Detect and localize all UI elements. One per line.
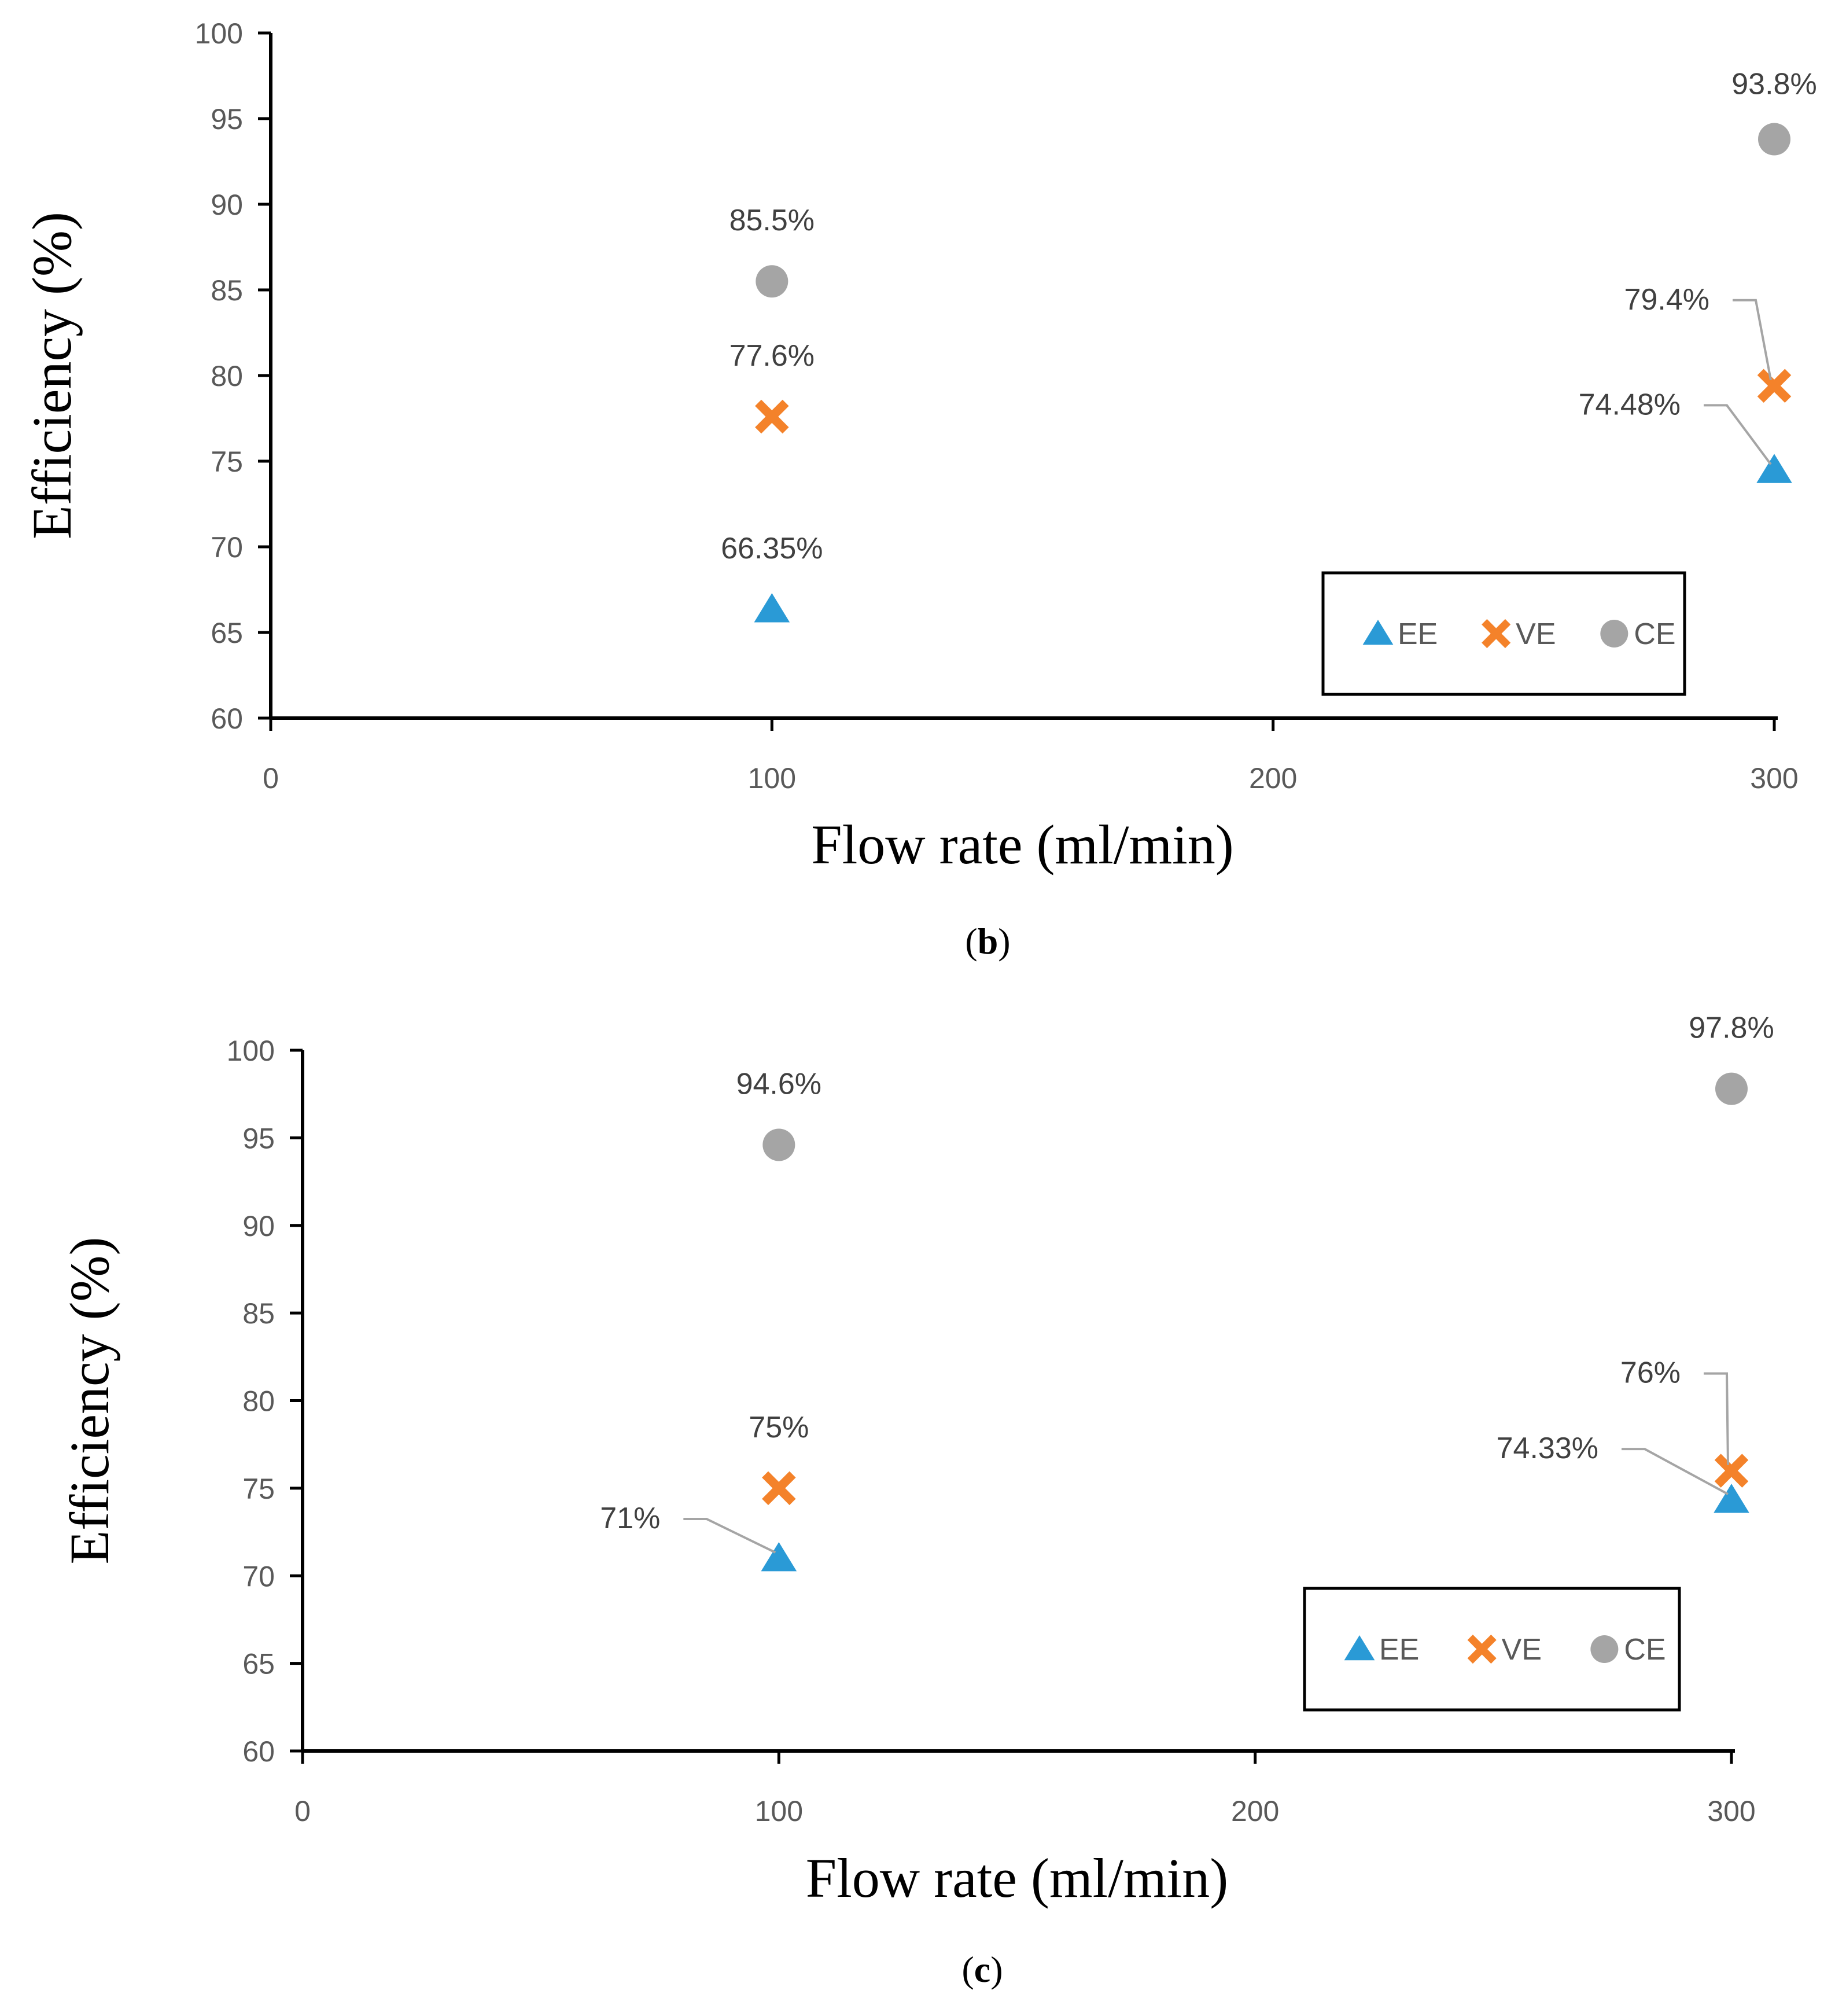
y-axis-title: Efficiency (%)	[21, 212, 83, 539]
legend-marker-ve-stroke-b	[1482, 619, 1511, 649]
point-ve-1-stroke-b	[1757, 369, 1792, 403]
x-tick-label: 300	[1750, 762, 1798, 794]
x-axis-title: Flow rate (ml/min)	[811, 814, 1234, 875]
point-ce-1	[1715, 1072, 1748, 1105]
y-tick-label: 65	[211, 617, 243, 649]
legend-marker-ce	[1600, 620, 1628, 648]
legend-label-ee: EE	[1379, 1633, 1419, 1666]
y-tick-label: 85	[211, 274, 243, 307]
x-axis-title: Flow rate (ml/min)	[806, 1847, 1229, 1909]
y-tick-label: 100	[195, 17, 243, 50]
data-label: 97.8%	[1689, 1011, 1774, 1045]
data-label-leader	[1704, 1372, 1729, 1465]
data-label: 74.48%	[1579, 388, 1681, 421]
y-tick-label: 65	[242, 1648, 275, 1680]
caption-letter: b	[978, 921, 998, 962]
point-ee-1	[1756, 454, 1792, 483]
legend-label-ve: VE	[1516, 617, 1556, 651]
point-ve-1	[1757, 369, 1792, 403]
y-tick-label: 75	[211, 446, 243, 478]
chart-panel-b: 60 65 70 75 80 85 90 95 100 0 100 200 300 Flow rate (…	[21, 17, 1817, 962]
point-ee-0	[761, 1542, 797, 1572]
x-tick-label: 100	[748, 762, 796, 794]
legend-label-ce: CE	[1624, 1633, 1666, 1666]
point-ve-0	[762, 1471, 796, 1506]
y-tick-label: 60	[242, 1735, 275, 1768]
y-axis-title: Efficiency (%)	[58, 1237, 120, 1565]
point-ee-1	[1714, 1484, 1749, 1513]
point-ce-1	[1758, 123, 1790, 156]
caption-letter: c	[974, 1949, 990, 1990]
y-tick-label: 85	[242, 1297, 275, 1330]
x-tick-label: 0	[294, 1795, 311, 1827]
y-tick-label: 60	[211, 702, 243, 735]
data-label: 76%	[1620, 1356, 1681, 1390]
legend-marker-ve	[1467, 1634, 1497, 1664]
legend-label-ee: EE	[1398, 617, 1438, 651]
x-tick-label: 0	[263, 762, 279, 794]
point-ce-0	[756, 265, 788, 298]
data-label: 94.6%	[736, 1067, 821, 1101]
panel-caption: (b)	[965, 921, 1010, 962]
y-tick-label: 95	[211, 103, 243, 135]
data-label: 71%	[600, 1502, 660, 1535]
legend-marker-ce	[1590, 1635, 1619, 1663]
legend-marker-ee	[1362, 620, 1394, 645]
y-tick-label: 70	[242, 1560, 275, 1592]
data-label: 93.8%	[1731, 68, 1816, 101]
legend: EE VE CE	[1303, 1587, 1681, 1712]
x-tick-label: 300	[1707, 1795, 1755, 1827]
data-label: 77.6%	[729, 339, 815, 373]
data-label: 74.33%	[1497, 1432, 1598, 1465]
y-tick-label: 80	[211, 360, 243, 392]
y-tick-label: 100	[227, 1035, 275, 1067]
y-tick-label: 70	[211, 531, 243, 564]
panel-caption: (c)	[961, 1949, 1003, 1990]
x-tick-label: 200	[1231, 1795, 1279, 1827]
point-ce-0	[762, 1128, 795, 1161]
y-tick-label: 90	[242, 1210, 275, 1242]
data-label-leader	[1622, 1448, 1729, 1495]
point-ve-0-stroke-b	[755, 399, 789, 434]
point-ve-0-stroke-b	[762, 1471, 796, 1506]
data-label-leader	[1733, 299, 1772, 381]
caption-open: (	[961, 1949, 974, 1990]
x-tick-label: 200	[1249, 762, 1297, 794]
data-label: 66.35%	[721, 532, 823, 565]
caption-close: )	[998, 921, 1010, 962]
caption-close: )	[990, 1949, 1003, 1990]
legend-label-ve: VE	[1502, 1633, 1542, 1666]
y-tick-label: 80	[242, 1385, 275, 1418]
data-label-leader	[683, 1517, 776, 1554]
caption-open: (	[965, 921, 977, 962]
legend-marker-ve	[1482, 619, 1511, 649]
point-ve-0	[755, 399, 789, 434]
data-label: 75%	[749, 1411, 809, 1444]
data-label: 85.5%	[729, 204, 815, 237]
legend-marker-ve-stroke-b	[1467, 1634, 1497, 1664]
chart-panel-c: 60 65 70 75 80 85 90 95 100 0 100 200 300 Flow rate (…	[58, 1011, 1774, 1990]
y-tick-label: 75	[242, 1473, 275, 1505]
y-tick-label: 90	[211, 189, 243, 221]
legend-label-ce: CE	[1634, 617, 1675, 651]
data-label-leader	[1704, 404, 1772, 465]
x-tick-label: 100	[755, 1795, 803, 1827]
point-ee-0	[754, 593, 790, 623]
point-ve-1	[1714, 1454, 1749, 1488]
legend: EE VE CE	[1321, 571, 1686, 696]
data-label: 79.4%	[1624, 283, 1709, 317]
y-tick-label: 95	[242, 1122, 275, 1154]
point-ve-1-stroke-b	[1714, 1454, 1749, 1488]
legend-marker-ee	[1344, 1635, 1375, 1661]
